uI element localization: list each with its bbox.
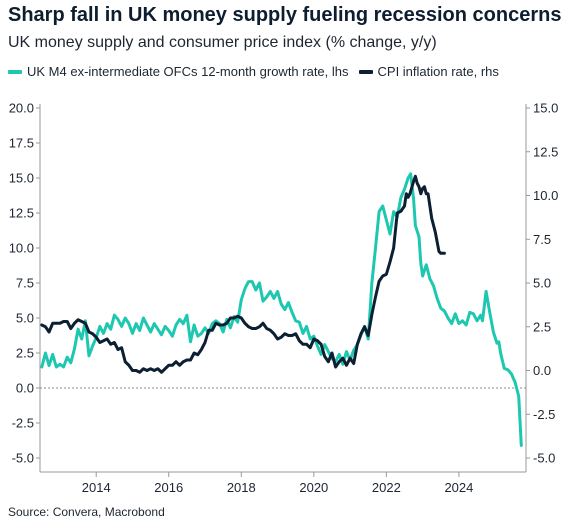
right-axis-tick-label: 12.5 [533, 144, 558, 159]
legend-label-m4: UK M4 ex-intermediate OFCs 12-month grow… [27, 64, 349, 79]
x-axis-tick-label: 2016 [154, 480, 183, 495]
series-line-cpi [40, 174, 446, 374]
left-axis-tick-label: 0.0 [16, 381, 34, 396]
legend-swatch-cpi [358, 69, 373, 74]
x-axis-tick-label: 2024 [444, 480, 473, 495]
legend: UK M4 ex-intermediate OFCs 12-month grow… [8, 64, 509, 79]
left-axis-tick-label: -2.5 [12, 416, 34, 431]
left-axis-tick-label: 15.0 [9, 171, 34, 186]
source-note: Source: Convera, Macrobond [8, 505, 165, 519]
right-axis-tick-label: 15.0 [533, 101, 558, 116]
right-axis-tick-label: 7.5 [533, 232, 551, 247]
legend-item-cpi: CPI inflation rate, rhs [358, 64, 499, 79]
x-axis-tick-label: 2018 [227, 480, 256, 495]
series-line-m4 [40, 172, 523, 447]
legend-swatch-m4 [8, 69, 22, 74]
right-axis-tick-label: -2.5 [533, 407, 555, 422]
left-axis-tick-label: 12.5 [9, 206, 34, 221]
legend-label-cpi: CPI inflation rate, rhs [377, 64, 499, 79]
x-axis-tick-label: 2022 [372, 480, 401, 495]
left-axis-tick-label: 5.0 [16, 311, 34, 326]
left-axis-tick-label: 17.5 [9, 136, 34, 151]
right-axis-tick-label: 2.5 [533, 319, 551, 334]
left-axis-tick-label: 2.5 [16, 346, 34, 361]
right-axis-tick-label: 5.0 [533, 276, 551, 291]
left-axis-tick-label: -5.0 [12, 451, 34, 466]
chart-subtitle: UK money supply and consumer price index… [8, 34, 437, 51]
x-axis-tick-label: 2014 [82, 480, 111, 495]
x-axis-tick-label: 2020 [299, 480, 328, 495]
left-axis-tick-label: 10.0 [9, 241, 34, 256]
right-axis-tick-label: -5.0 [533, 451, 555, 466]
right-axis-tick-label: 0.0 [533, 363, 551, 378]
left-axis-tick-label: 7.5 [16, 276, 34, 291]
chart-title: Sharp fall in UK money supply fueling re… [8, 4, 562, 26]
left-axis-tick-label: 20.0 [9, 101, 34, 116]
right-axis-tick-label: 10.0 [533, 188, 558, 203]
legend-item-m4: UK M4 ex-intermediate OFCs 12-month grow… [8, 64, 349, 79]
